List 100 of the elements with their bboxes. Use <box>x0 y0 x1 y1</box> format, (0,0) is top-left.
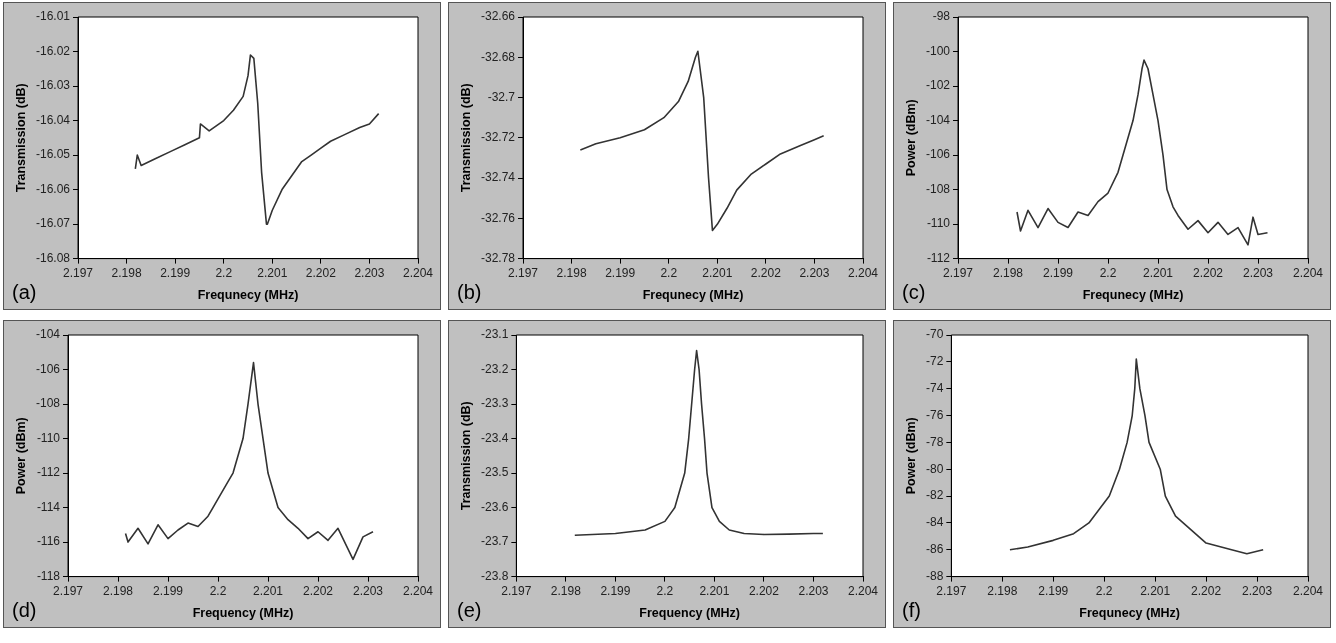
x-tick-label: 2.201 <box>252 584 284 599</box>
y-tick-label: -110 <box>926 216 951 231</box>
y-tick-label: -112 <box>36 465 61 480</box>
y-tick-label: -104 <box>925 112 951 127</box>
y-tick-label: -16.04 <box>35 112 71 127</box>
x-tick-label: 2.198 <box>993 266 1024 281</box>
y-tick-label: -16.02 <box>35 43 71 58</box>
x-tick-label: 2.204 <box>847 584 879 599</box>
text: (d) <box>12 598 37 621</box>
x-tick-label: 2.2 <box>656 584 674 599</box>
y-tick-label: -32.68 <box>480 49 516 64</box>
x-tick-label: 2.201 <box>699 584 730 599</box>
x-tick-label: 2.197 <box>943 266 974 281</box>
x-tick-label: 2.203 <box>354 266 385 281</box>
y-tick-label: -106 <box>925 147 951 162</box>
x-tick-label: 2.203 <box>1242 584 1273 599</box>
x-tick-label: 2.203 <box>1242 266 1274 281</box>
y-tick-label: -32.7 <box>487 89 516 104</box>
x-tick-label: 2.202 <box>302 584 334 599</box>
x-tick-label: 2.204 <box>847 266 879 281</box>
y-tick-label: -74 <box>926 381 944 395</box>
x-tick-label: 2.202 <box>748 584 780 599</box>
y-tick-label: -116 <box>36 534 61 549</box>
x-axis-title: Frequnecy (MHz) <box>1079 605 1181 620</box>
y-tick-label: -16.06 <box>35 181 71 196</box>
y-axis-title: Transmission (dB) <box>13 83 28 193</box>
x-tick-label: 2.198 <box>556 266 587 281</box>
y-tick-label: -100 <box>925 43 951 58</box>
x-tick-label: 2.198 <box>550 584 582 599</box>
y-tick-label: -82 <box>926 488 944 503</box>
x-tick-label: 2.199 <box>153 584 184 599</box>
x-tick-label: 2.2 <box>1099 266 1117 281</box>
text: (f) <box>902 598 921 621</box>
y-tick-label: -16.07 <box>35 216 71 231</box>
y-axis-title: Transmission (dB) <box>458 83 473 193</box>
y-tick-label: -88 <box>926 568 944 583</box>
y-tick-label: -32.66 <box>480 9 516 24</box>
y-tick-label: -108 <box>925 181 951 196</box>
y-tick-label: -32.78 <box>480 250 516 265</box>
y-tick-label: -78 <box>926 434 944 449</box>
y-axis-title: Power (dBm) <box>903 99 918 177</box>
x-tick-label: 2.204 <box>1292 266 1324 281</box>
y-tick-label: -16.05 <box>35 147 71 162</box>
x-tick-label: 2.199 <box>605 266 636 281</box>
x-tick-label: 2.198 <box>111 266 142 281</box>
y-axis-title: Power (dBm) <box>13 417 28 495</box>
x-tick-label: 2.204 <box>1292 584 1324 599</box>
y-axis-title: Transmission (dB) <box>458 401 473 511</box>
x-tick-label: 2.197 <box>501 584 532 599</box>
x-tick-label: 2.199 <box>1043 266 1074 281</box>
y-tick-label: -110 <box>36 430 61 445</box>
x-axis-title: Frequnecy (MHz) <box>197 287 299 302</box>
x-tick-label: 2.204 <box>402 584 434 599</box>
x-tick-label: 2.2 <box>1095 584 1113 599</box>
x-tick-label: 2.204 <box>402 266 434 281</box>
y-tick-label: -84 <box>926 515 944 530</box>
x-tick-label: 2.197 <box>53 584 84 599</box>
x-tick-label: 2.203 <box>798 584 829 599</box>
y-tick-label: -72 <box>926 354 944 369</box>
y-tick-label: -23.1 <box>480 327 509 342</box>
y-axis-title: Power (dBm) <box>903 417 918 495</box>
y-tick-label: -76 <box>926 407 944 422</box>
y-tick-label: -23.4 <box>480 430 509 445</box>
y-tick-label: -16.01 <box>35 9 71 24</box>
y-tick-label: -23.3 <box>480 396 509 411</box>
x-tick-label: 2.199 <box>600 584 631 599</box>
x-tick-label: 2.199 <box>1038 584 1069 599</box>
x-tick-label: 2.198 <box>103 584 134 599</box>
x-tick-label: 2.201 <box>1142 266 1174 281</box>
y-tick-label: -32.72 <box>480 130 516 145</box>
x-tick-label: 2.201 <box>257 266 288 281</box>
y-tick-label: -102 <box>925 78 951 93</box>
x-tick-label: 2.197 <box>63 266 94 281</box>
x-axis-title: Frequnecy (MHz) <box>642 287 744 302</box>
x-axis-title: Frequency (MHz) <box>639 605 741 620</box>
y-tick-label: -98 <box>932 9 951 24</box>
y-tick-label: -23.5 <box>480 465 509 480</box>
y-tick-label: -108 <box>35 396 61 411</box>
x-tick-label: 2.203 <box>799 266 830 281</box>
text: (b) <box>457 280 482 303</box>
x-tick-label: 2.198 <box>987 584 1018 599</box>
y-tick-label: -23.8 <box>480 568 509 583</box>
y-tick-label: -16.03 <box>35 78 71 93</box>
x-tick-label: 2.202 <box>750 266 782 281</box>
x-tick-label: 2.202 <box>1192 266 1224 281</box>
y-tick-label: -80 <box>926 461 944 476</box>
x-tick-label: 2.202 <box>1191 584 1222 599</box>
y-tick-label: -16.08 <box>35 250 71 265</box>
x-tick-label: 2.201 <box>1140 584 1171 599</box>
x-tick-label: 2.203 <box>352 584 384 599</box>
y-tick-label: -106 <box>35 361 61 376</box>
x-tick-label: 2.201 <box>702 266 733 281</box>
x-axis-title: Frequency (MHz) <box>192 605 294 620</box>
y-tick-label: -104 <box>35 327 61 342</box>
y-tick-label: -32.74 <box>480 170 516 185</box>
x-tick-label: 2.199 <box>160 266 191 281</box>
y-tick-label: -23.6 <box>480 499 509 514</box>
text: (c) <box>902 280 926 303</box>
x-tick-label: 2.2 <box>209 584 227 599</box>
x-tick-label: 2.2 <box>215 266 233 281</box>
